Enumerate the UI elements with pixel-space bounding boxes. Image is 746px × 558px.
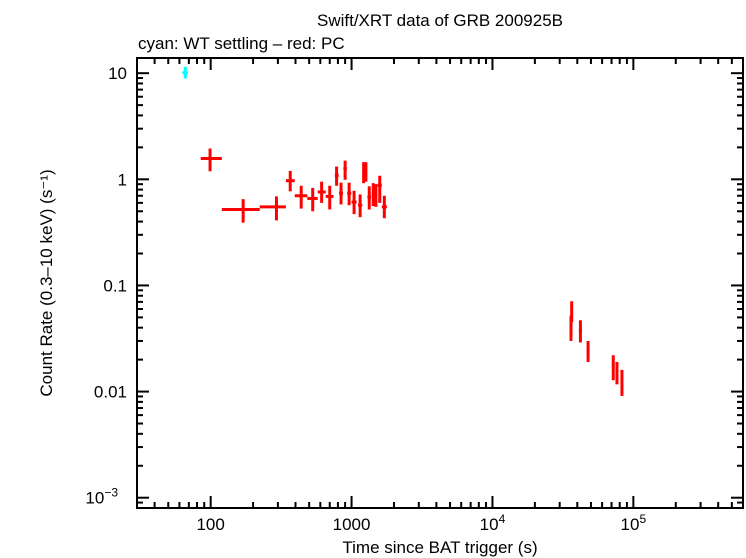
chart-subtitle: cyan: WT settling – red: PC	[138, 34, 345, 53]
data-point	[615, 361, 619, 385]
data-point	[200, 148, 222, 172]
data-point	[381, 195, 387, 219]
data-point	[364, 162, 368, 182]
data-point	[357, 194, 363, 218]
data-point	[343, 160, 347, 180]
y-axis-label: Count Rate (0.3–10 keV) (s⁻¹)	[37, 169, 56, 396]
plot-frame	[136, 57, 744, 509]
x-axis-label: Time since BAT trigger (s)	[342, 538, 537, 557]
data-point	[259, 196, 286, 221]
x-tick-label: 1000	[333, 515, 371, 534]
y-tick-label: 1	[118, 170, 127, 189]
chart-title: Swift/XRT data of GRB 200925B	[317, 11, 563, 30]
data-point	[285, 170, 295, 192]
y-tick-label: 10−3	[85, 486, 118, 508]
data-point	[377, 175, 382, 203]
data-point	[371, 183, 375, 207]
data-point	[586, 340, 590, 362]
y-tick-label: 10	[108, 64, 127, 83]
data-point	[221, 199, 260, 223]
data-point	[611, 355, 615, 381]
x-tick-label: 100	[196, 515, 224, 534]
data-point	[569, 315, 573, 341]
data-point	[578, 320, 583, 343]
y-tick-label: 0.1	[103, 276, 127, 295]
y-tick-label: 0.01	[94, 383, 127, 402]
x-tick-label: 105	[621, 512, 647, 534]
data-point	[620, 369, 624, 396]
data-point	[325, 185, 334, 210]
data-point	[294, 185, 308, 209]
data-point	[367, 186, 372, 210]
data-point	[182, 66, 188, 79]
data-point	[339, 182, 344, 205]
data-point	[351, 190, 357, 215]
data-point	[334, 166, 339, 186]
x-tick-label: 104	[480, 512, 506, 534]
data-point	[362, 162, 366, 184]
data-point	[347, 182, 352, 206]
data-point	[317, 181, 326, 203]
data-point	[307, 187, 318, 212]
data-point	[374, 184, 378, 207]
